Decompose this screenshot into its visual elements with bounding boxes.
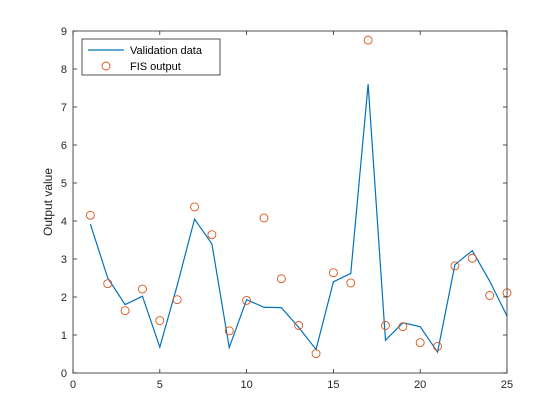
fis-output-point [137, 284, 147, 294]
fis-output-point [450, 261, 460, 271]
fis-output-point [120, 306, 130, 316]
fis-output-point [242, 295, 252, 305]
fis-output-point [398, 322, 408, 332]
fis-output-point [207, 230, 217, 240]
axes-box [72, 30, 508, 374]
y-tick-label: 6 [61, 140, 67, 152]
y-tick-label: 1 [61, 330, 67, 342]
legend-label-validation: Validation data [130, 45, 203, 57]
x-tick-label: 20 [414, 379, 426, 391]
y-axis-label: Output value [41, 168, 55, 236]
y-tick-label: 9 [61, 26, 67, 38]
validation-data-line [89, 84, 508, 354]
y-tick-label: 2 [61, 292, 67, 304]
ticks-layer: 0 5 10 15 20 25 0 1 2 3 4 5 6 7 8 9 [61, 26, 513, 391]
legend: Validation data FIS output [81, 38, 221, 76]
fis-output-point [415, 338, 425, 348]
y-tick-label: 0 [61, 368, 67, 380]
fis-output-point [363, 35, 373, 45]
fis-output-point [259, 213, 269, 223]
y-tick-label: 7 [61, 102, 67, 114]
fis-output-point [224, 326, 234, 336]
y-tick-label: 4 [61, 216, 67, 228]
fis-output-point [433, 341, 443, 351]
plot-area [73, 31, 507, 373]
series-layer [85, 35, 512, 359]
fis-output-point [485, 291, 495, 300]
legend-box [81, 38, 221, 76]
fis-output-point [381, 321, 390, 330]
x-tick-label: 5 [157, 379, 163, 391]
y-tick-label: 8 [61, 64, 67, 76]
y-tick-label: 3 [61, 254, 67, 266]
fis-output-point [103, 279, 113, 289]
fis-output-point [328, 268, 338, 278]
legend-label-fis: FIS output [130, 61, 181, 73]
fis-output-point [190, 202, 199, 212]
x-tick-label: 10 [240, 379, 252, 391]
y-tick-label: 5 [61, 178, 67, 190]
fis-output-point [467, 253, 477, 263]
x-tick-label: 0 [70, 379, 76, 391]
fis-output-point [294, 321, 304, 330]
x-tick-label: 25 [501, 379, 513, 391]
fis-output-point [276, 274, 286, 284]
legend-marker-swatch [101, 61, 111, 71]
fis-output-point [172, 295, 182, 305]
fis-output-point [311, 349, 321, 359]
fis-output-point [346, 278, 356, 288]
fis-output-point [155, 316, 165, 326]
fis-output-point [85, 210, 95, 220]
x-tick-label: 15 [327, 379, 339, 391]
